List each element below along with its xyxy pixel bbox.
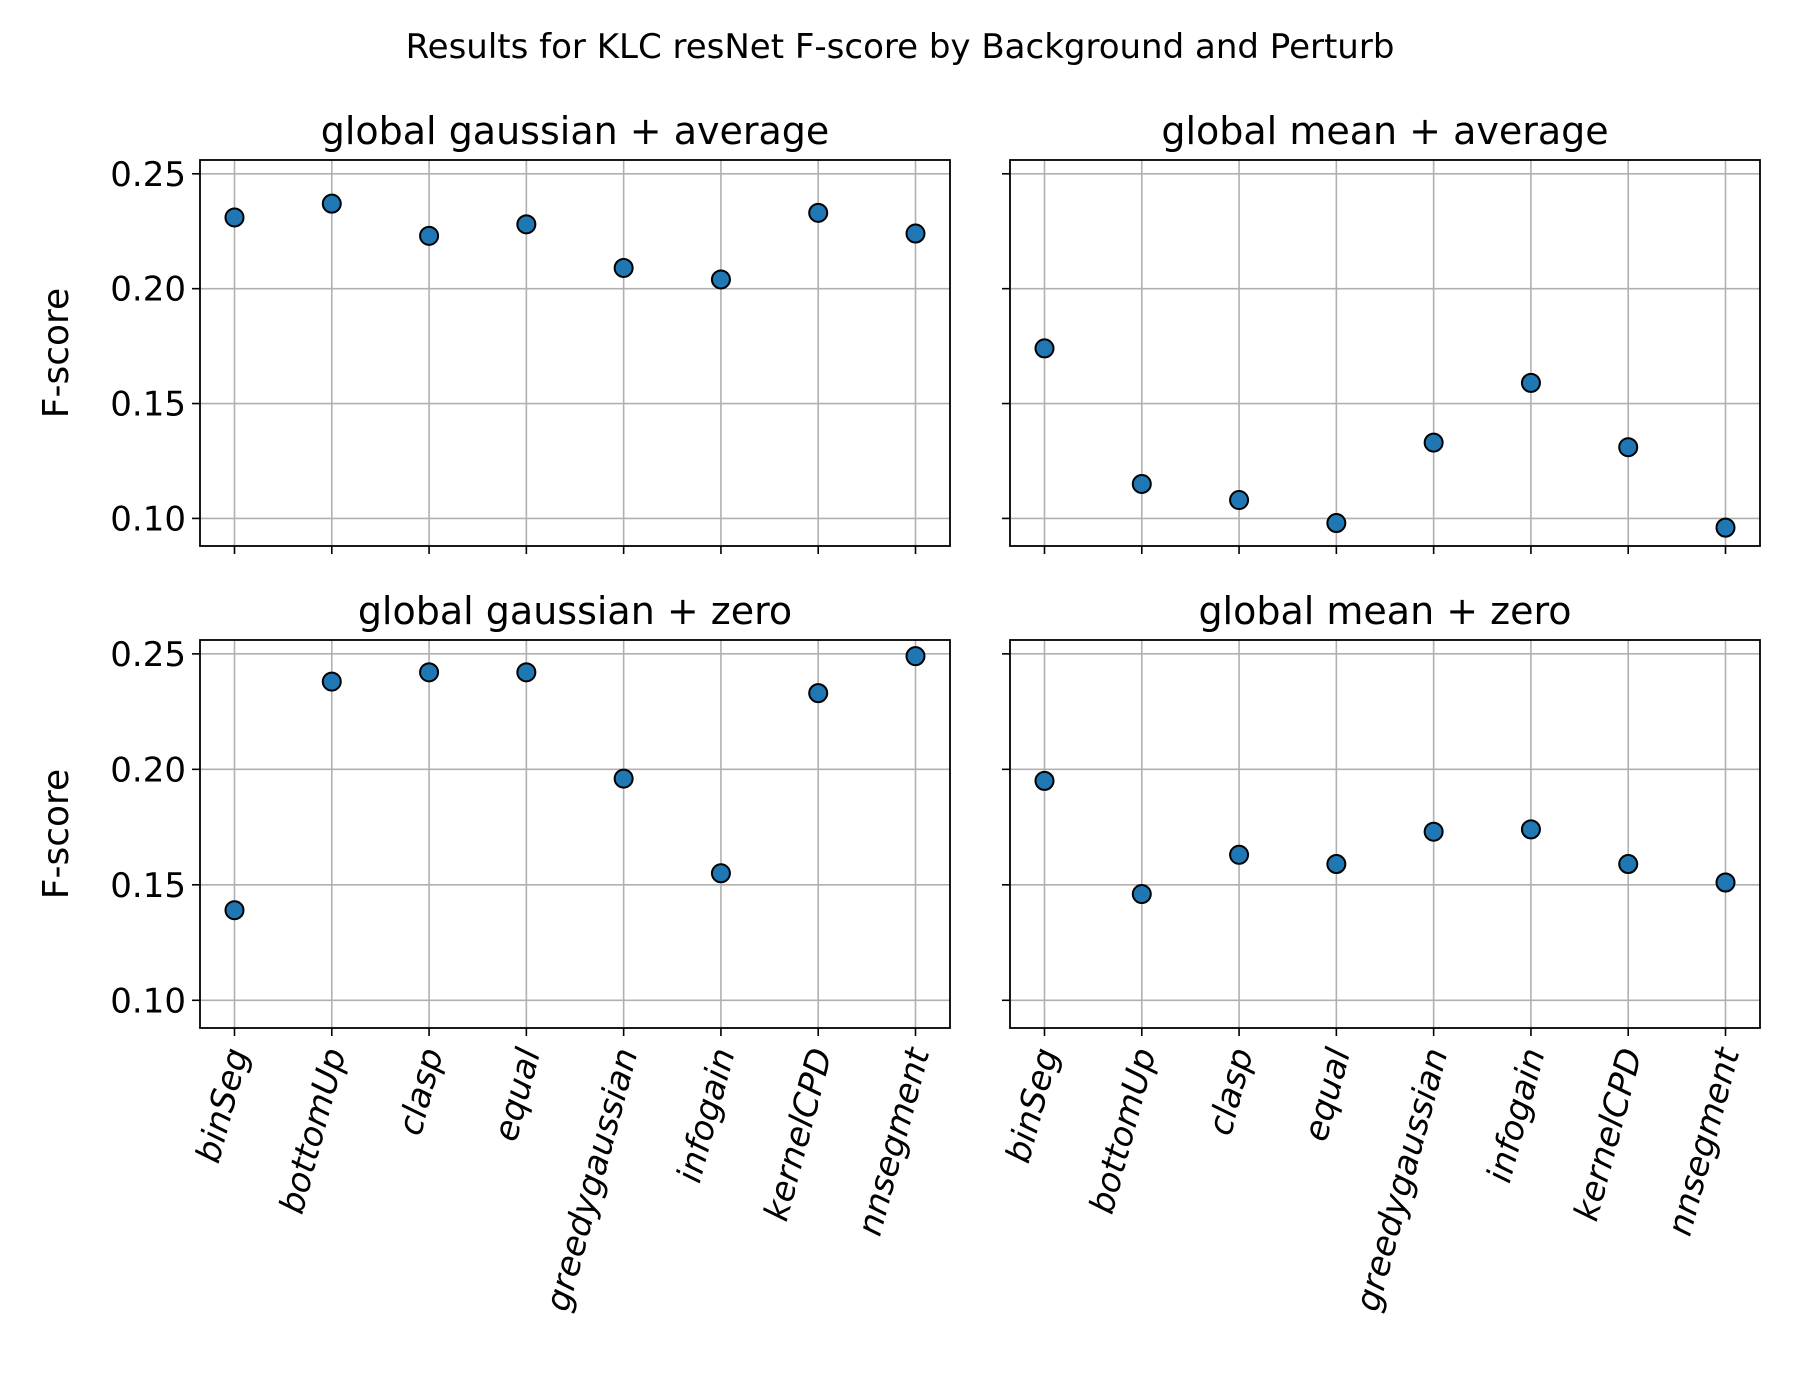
data-point	[808, 683, 829, 704]
axes-frame	[1009, 639, 1761, 1029]
data-point	[1229, 490, 1250, 511]
data-point	[1520, 819, 1541, 840]
y-tick-label: 0.10	[110, 499, 186, 539]
data-point	[1715, 872, 1736, 893]
data-point	[710, 863, 731, 884]
data-point	[613, 768, 634, 789]
axes-frame	[1009, 159, 1761, 547]
y-tick-label: 0.20	[110, 750, 186, 790]
subplot: global mean + average	[1002, 109, 1761, 554]
subplot-title: global gaussian + average	[321, 109, 830, 153]
y-tick-label: 0.25	[110, 635, 186, 675]
data-point	[419, 662, 440, 683]
y-axis-label: F-score	[36, 769, 77, 899]
subplot: 0.10 0.15 0.20 0.25 global gaussian + averag…	[36, 109, 951, 554]
data-point	[1326, 854, 1347, 875]
data-point	[1520, 372, 1541, 393]
data-point	[1229, 844, 1250, 865]
data-point	[1034, 770, 1055, 791]
data-point	[321, 671, 342, 692]
data-point	[1423, 821, 1444, 842]
subplot-title: global mean + average	[1161, 109, 1608, 153]
axes-frame	[199, 639, 951, 1029]
data-point	[1326, 513, 1347, 534]
y-tick-label: 0.25	[110, 155, 186, 195]
data-point	[1618, 437, 1639, 458]
data-point	[1131, 473, 1152, 494]
data-point	[516, 214, 537, 235]
data-point	[224, 207, 245, 228]
y-axis-label: F-score	[36, 288, 77, 418]
data-point	[419, 225, 440, 246]
y-tick-label: 0.20	[110, 270, 186, 310]
data-point	[1423, 432, 1444, 453]
data-point	[224, 900, 245, 921]
data-point	[516, 662, 537, 683]
data-point	[1131, 884, 1152, 905]
data-point	[710, 269, 731, 290]
axes-frame	[199, 159, 951, 547]
chart-title: Results for KLC resNet F-score by Backgr…	[406, 27, 1395, 67]
subplot-title: global mean + zero	[1198, 589, 1571, 633]
data-point	[321, 193, 342, 214]
y-tick-label: 0.10	[110, 981, 186, 1021]
data-point	[613, 257, 634, 278]
data-point	[1715, 517, 1736, 538]
data-point	[808, 202, 829, 223]
y-tick-label: 0.15	[110, 866, 186, 906]
data-point	[905, 223, 926, 244]
data-point	[905, 646, 926, 667]
subplot-title: global gaussian + zero	[358, 589, 792, 633]
data-point	[1034, 338, 1055, 359]
data-point	[1618, 854, 1639, 875]
y-tick-label: 0.15	[110, 385, 186, 425]
